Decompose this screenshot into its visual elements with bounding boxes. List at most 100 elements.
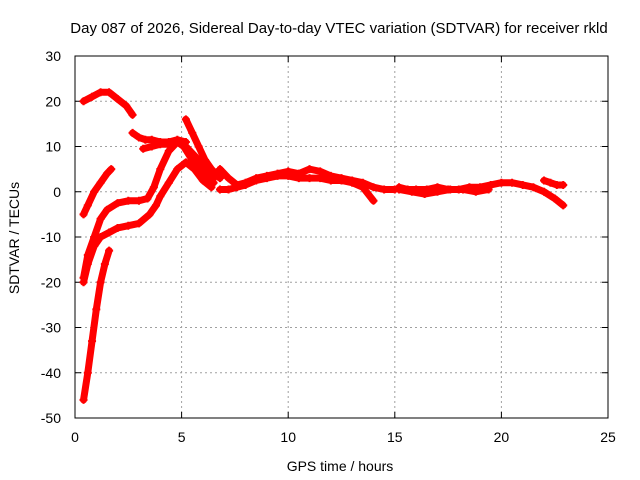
data-point [305, 165, 314, 174]
data-point [96, 178, 105, 187]
data-point [207, 165, 216, 174]
data-point [241, 180, 250, 189]
data-point [143, 194, 152, 203]
data-point [164, 147, 173, 156]
data-point [96, 214, 105, 223]
data-point [79, 210, 88, 219]
data-point [156, 140, 165, 149]
data-point [305, 174, 314, 183]
data-point [497, 178, 506, 187]
data-point [369, 183, 378, 192]
data-point [471, 187, 480, 196]
data-point [96, 88, 105, 97]
data-point [128, 110, 137, 119]
data-point [83, 251, 92, 260]
data-point [134, 196, 143, 205]
data-point [113, 223, 122, 232]
data-point [147, 142, 156, 151]
y-tick-label: -40 [41, 365, 61, 381]
y-tick-label: -50 [41, 410, 61, 426]
data-point [181, 142, 190, 151]
data-point [215, 185, 224, 194]
data-point [380, 185, 389, 194]
data-point [518, 180, 527, 189]
data-point [124, 196, 133, 205]
data-point [102, 205, 111, 214]
data-point [508, 178, 517, 187]
series-trace [182, 115, 224, 182]
data-point [233, 183, 242, 192]
x-tick-label: 10 [280, 429, 296, 445]
data-point [124, 221, 133, 230]
data-point [316, 174, 325, 183]
data-point [90, 187, 99, 196]
x-tick-label: 20 [494, 429, 510, 445]
data-point [446, 185, 455, 194]
data-point [88, 92, 97, 101]
data-point [134, 133, 143, 142]
data-point [194, 142, 203, 151]
data-point [433, 187, 442, 196]
data-point [190, 151, 199, 160]
data-point [79, 97, 88, 106]
data-point [92, 305, 101, 314]
data-point [224, 174, 233, 183]
data-point [326, 176, 335, 185]
data-point [188, 128, 197, 137]
data-point [83, 368, 92, 377]
data-point [102, 169, 111, 178]
data-point [113, 199, 122, 208]
data-point [156, 192, 165, 201]
series-arc-10 [215, 171, 378, 205]
data-point [550, 194, 559, 203]
data-point [407, 187, 416, 196]
y-tick-label: 10 [45, 139, 61, 155]
data-point [96, 278, 105, 287]
data-point [105, 228, 114, 237]
data-point [105, 246, 114, 255]
y-axis-label: SDTVAR / TECUs [6, 182, 22, 294]
data-point [420, 190, 429, 199]
y-tick-label: 0 [53, 184, 61, 200]
data-point [100, 260, 109, 269]
data-point [337, 176, 346, 185]
data-point [369, 196, 378, 205]
data-point [262, 174, 271, 183]
data-point [273, 171, 282, 180]
y-tick-label: -30 [41, 320, 61, 336]
plot-frame [74, 55, 609, 419]
y-tick-label: -10 [41, 229, 61, 245]
data-point [173, 137, 182, 146]
data-point [152, 201, 161, 210]
chart-title: Day 087 of 2026, Sidereal Day-to-day VTE… [70, 20, 607, 37]
data-point [181, 115, 190, 124]
data-point [181, 158, 190, 167]
series-arc-3 [79, 165, 116, 219]
data-point [540, 187, 549, 196]
data-point [107, 165, 116, 174]
data-point [164, 178, 173, 187]
data-point [201, 156, 210, 165]
data-point [79, 395, 88, 404]
data-point [139, 144, 148, 153]
data-point [156, 165, 165, 174]
data-points [79, 88, 568, 404]
x-tick-label: 0 [71, 429, 79, 445]
y-tick-label: -20 [41, 274, 61, 290]
series-arc-6 [79, 246, 114, 404]
data-point [252, 176, 261, 185]
data-point [559, 201, 568, 210]
x-axis-label: GPS time / hours [287, 458, 394, 474]
data-point [484, 185, 493, 194]
data-point [294, 174, 303, 183]
data-point [348, 178, 357, 187]
data-point [546, 178, 555, 187]
series-arc-12 [395, 185, 493, 199]
data-point [113, 94, 122, 103]
data-point [540, 176, 549, 185]
data-point [105, 88, 114, 97]
data-point [79, 273, 88, 282]
series-arc-8 [181, 115, 224, 183]
data-point [358, 183, 367, 192]
